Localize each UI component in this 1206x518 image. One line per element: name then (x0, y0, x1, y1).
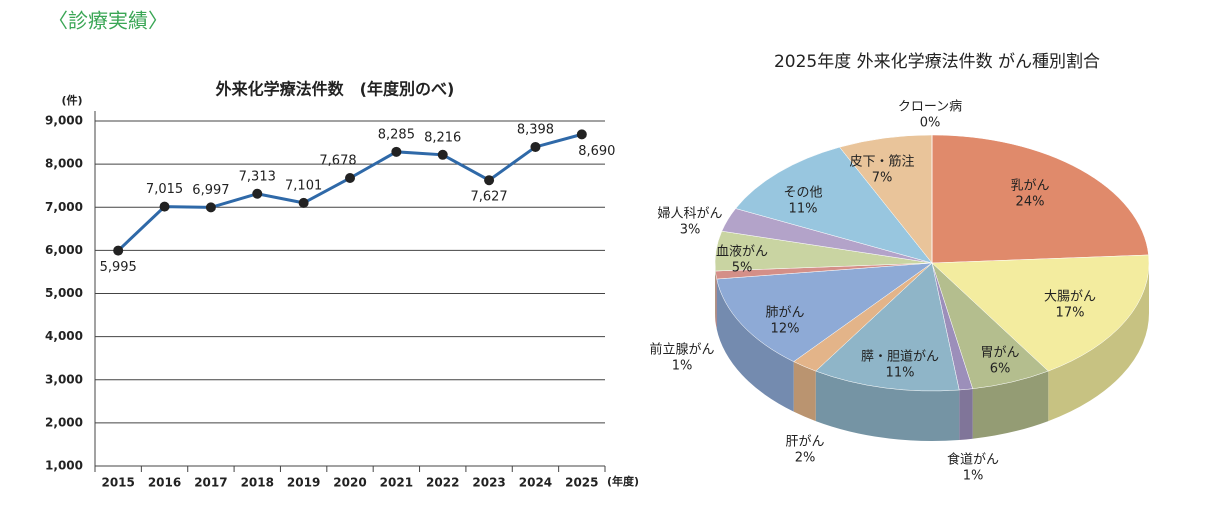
slice-label: 肝がん (785, 435, 824, 450)
slice-label: 乳がん (1010, 179, 1049, 194)
y-tick-label: 7,000 (45, 200, 83, 214)
point (437, 149, 448, 160)
point (391, 146, 402, 157)
y-tick-label: 5,000 (45, 286, 83, 300)
y-tick-label: 8,000 (45, 157, 83, 171)
x-tick-label: 2025 (565, 476, 598, 490)
point (298, 197, 309, 208)
y-tick-label: 3,000 (45, 372, 83, 386)
slice-side (959, 388, 973, 440)
x-tick-label: 2024 (519, 476, 552, 490)
x-tick-label: 2019 (287, 476, 320, 490)
y-tick-label: 4,000 (45, 329, 83, 343)
x-unit: (年度) (607, 474, 639, 488)
value-label: 6,997 (192, 183, 229, 198)
x-tick-label: 2021 (380, 476, 413, 490)
slice (931, 134, 1149, 264)
x-tick-label: 2020 (333, 476, 366, 490)
slice-label: 食道がん (947, 452, 999, 468)
point (345, 173, 355, 184)
line-series (117, 132, 583, 252)
point (252, 188, 263, 199)
point (113, 245, 124, 256)
value-label: 7,313 (239, 169, 276, 184)
value-label: 8,285 (378, 127, 415, 142)
y-unit: (件) (61, 93, 82, 107)
x-tick-label: 2023 (472, 476, 505, 490)
value-label: 7,678 (319, 154, 356, 169)
x-tick-label: 2022 (426, 476, 459, 490)
point (205, 202, 216, 213)
slice-label: 膵・胆道がん (861, 350, 939, 365)
slice-label: 胃がん (980, 346, 1019, 361)
slice (735, 146, 933, 264)
slice-side (715, 271, 717, 330)
slice-label: 皮下・筋注 (849, 154, 914, 170)
slice-label: クローン病 (898, 100, 962, 115)
slice-value-label: 1% (672, 359, 693, 374)
slice-value-label: 1% (963, 469, 984, 484)
slice-value-label: 2% (795, 451, 816, 466)
line-title: 外来化学療法件数 (年度別のべ) (215, 80, 455, 99)
x-tick-label: 2018 (241, 476, 274, 490)
value-label: 7,015 (146, 182, 183, 197)
slice-value-label: 17% (1056, 306, 1085, 321)
slice-side (716, 279, 794, 412)
y-tick-label: 9,000 (45, 114, 83, 128)
x-tick-label: 2015 (101, 476, 134, 490)
slice-label: 前立腺がん (649, 342, 714, 358)
x-tick-label: 2016 (148, 476, 181, 490)
value-label: 7,101 (285, 178, 322, 193)
y-tick-label: 1,000 (45, 459, 83, 473)
value-label: 8,690 (578, 144, 615, 159)
value-label: 5,995 (100, 260, 137, 275)
slice-label: その他 (783, 186, 822, 201)
slice-side (815, 371, 960, 442)
slice (931, 254, 1150, 372)
value-label: 8,216 (424, 130, 461, 145)
slice-value-label: 5% (732, 261, 753, 276)
slice-value-label: 6% (990, 362, 1011, 377)
slice-label: 肺がん (765, 306, 804, 321)
slice-side (793, 361, 816, 422)
slice-value-label: 11% (886, 366, 915, 381)
x-tick-label: 2017 (194, 476, 227, 490)
value-label: 8,398 (517, 122, 554, 137)
slice-value-label: 24% (1016, 195, 1045, 210)
slice-value-label: 11% (789, 202, 818, 217)
slice-label: 血液がん (716, 245, 768, 260)
point (159, 201, 170, 212)
point (530, 141, 541, 152)
point (576, 129, 587, 140)
slice (716, 262, 933, 362)
point (484, 175, 495, 186)
slice-value-label: 3% (680, 223, 701, 238)
slice (815, 262, 960, 392)
pie-title: 2025年度 外来化学療法件数 がん種別割合 (774, 52, 1100, 72)
slice-value-label: 0% (920, 116, 941, 131)
slice-label: 大腸がん (1044, 290, 1096, 305)
slice-value-label: 12% (771, 322, 800, 337)
y-tick-label: 6,000 (45, 243, 83, 257)
slice-side (1048, 263, 1149, 422)
slice-side (972, 371, 1049, 439)
slice-label: 婦人科がん (657, 206, 722, 222)
slice-value-label: 7% (872, 171, 893, 186)
value-label: 7,627 (470, 190, 507, 205)
y-tick-label: 2,000 (45, 415, 83, 429)
page-heading: 〈診療実績〉 (48, 9, 168, 33)
